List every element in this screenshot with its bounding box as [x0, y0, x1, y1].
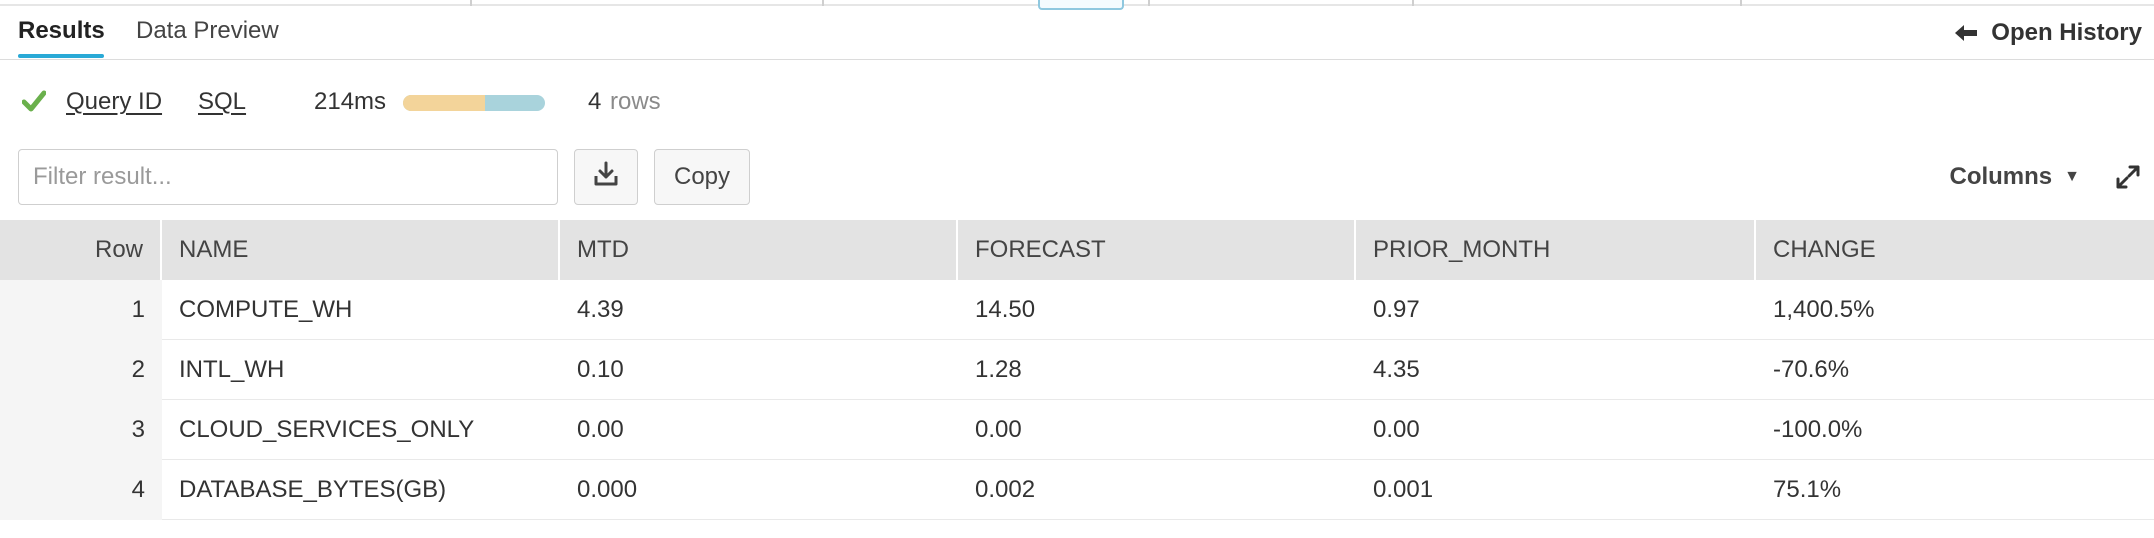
columns-label: Columns	[1949, 163, 2053, 190]
splitter-tick	[1412, 0, 1414, 6]
splitter-tick	[1148, 0, 1150, 6]
forecast-cell[interactable]: 14.50	[975, 296, 1036, 323]
splitter-tick	[470, 0, 472, 6]
forecast-cell[interactable]: 1.28	[975, 356, 1022, 383]
change-cell[interactable]: -70.6%	[1773, 356, 1850, 383]
column-header-prior-month[interactable]: PRIOR_MONTH	[1356, 220, 1756, 280]
results-tabs: Results Data Preview Open History	[0, 8, 2154, 60]
column-header-change[interactable]: CHANGE	[1773, 236, 1876, 263]
change-cell[interactable]: 1,400.5%	[1773, 296, 1875, 323]
top-splitter	[0, 0, 2154, 10]
mtd-cell[interactable]: 0.00	[577, 416, 624, 443]
download-button[interactable]	[574, 149, 638, 205]
table-header: Row NAME MTD FORECAST PRIOR_MONTH CHANGE	[0, 220, 2154, 280]
columns-dropdown[interactable]: Columns ▼	[1949, 163, 2080, 191]
chevron-down-icon: ▼	[2064, 168, 2080, 185]
copy-button[interactable]: Copy	[654, 149, 750, 205]
table-row[interactable]: 4 DATABASE_BYTES(GB) 0.000 0.002 0.001 7…	[0, 460, 2154, 520]
expand-icon[interactable]	[2116, 165, 2140, 194]
mtd-cell[interactable]: 0.000	[577, 476, 638, 503]
open-history-button[interactable]: Open History	[1955, 18, 2142, 48]
query-duration: 214ms	[314, 88, 387, 115]
check-icon	[21, 90, 47, 117]
change-cell[interactable]: 75.1%	[1773, 476, 1842, 503]
forecast-cell[interactable]: 0.00	[975, 416, 1022, 443]
query-stats-bar: Query ID SQL 214ms 4 rows	[0, 86, 1000, 122]
progress-fill-compilation	[403, 95, 486, 111]
splitter-tick	[1740, 0, 1742, 6]
table-row[interactable]: 1 COMPUTE_WH 4.39 14.50 0.97 1,400.5%	[0, 280, 2154, 340]
column-header-row[interactable]: Row	[0, 220, 162, 280]
row-number-cell: 4	[0, 460, 162, 520]
filter-result-input[interactable]	[18, 149, 558, 205]
name-cell[interactable]: DATABASE_BYTES(GB)	[179, 476, 447, 503]
prior-month-cell[interactable]: 4.35	[1373, 356, 1420, 383]
arrow-left-icon	[1955, 25, 1978, 41]
prior-month-cell[interactable]: 0.00	[1373, 416, 1420, 443]
resize-handle[interactable]	[1038, 0, 1124, 10]
row-count-label: rows	[610, 88, 661, 115]
mtd-cell[interactable]: 4.39	[577, 296, 624, 323]
forecast-cell[interactable]: 0.002	[975, 476, 1036, 503]
prior-month-cell[interactable]: 0.001	[1373, 476, 1434, 503]
tab-results[interactable]: Results	[18, 17, 105, 44]
change-cell[interactable]: -100.0%	[1773, 416, 1863, 443]
splitter-tick	[822, 0, 824, 6]
column-header-forecast[interactable]: FORECAST	[958, 220, 1356, 280]
column-header-name[interactable]: NAME	[162, 220, 560, 280]
download-icon	[593, 161, 619, 194]
duration-progress-bar	[403, 95, 545, 111]
name-cell[interactable]: CLOUD_SERVICES_ONLY	[179, 416, 475, 443]
name-cell[interactable]: COMPUTE_WH	[179, 296, 353, 323]
row-count: 4	[588, 88, 602, 115]
row-number-cell: 1	[0, 280, 162, 340]
table-row[interactable]: 2 INTL_WH 0.10 1.28 4.35 -70.6%	[0, 340, 2154, 400]
row-number-cell: 3	[0, 400, 162, 460]
column-header-mtd[interactable]: MTD	[560, 220, 958, 280]
table-row[interactable]: 3 CLOUD_SERVICES_ONLY 0.00 0.00 0.00 -10…	[0, 400, 2154, 460]
open-history-label: Open History	[1991, 19, 2142, 46]
row-number-cell: 2	[0, 340, 162, 400]
name-cell[interactable]: INTL_WH	[179, 356, 285, 383]
tab-data-preview[interactable]: Data Preview	[136, 17, 279, 44]
query-id-link[interactable]: Query ID	[66, 88, 163, 115]
mtd-cell[interactable]: 0.10	[577, 356, 624, 383]
sql-link[interactable]: SQL	[198, 88, 247, 115]
active-tab-indicator	[18, 54, 104, 58]
prior-month-cell[interactable]: 0.97	[1373, 296, 1420, 323]
